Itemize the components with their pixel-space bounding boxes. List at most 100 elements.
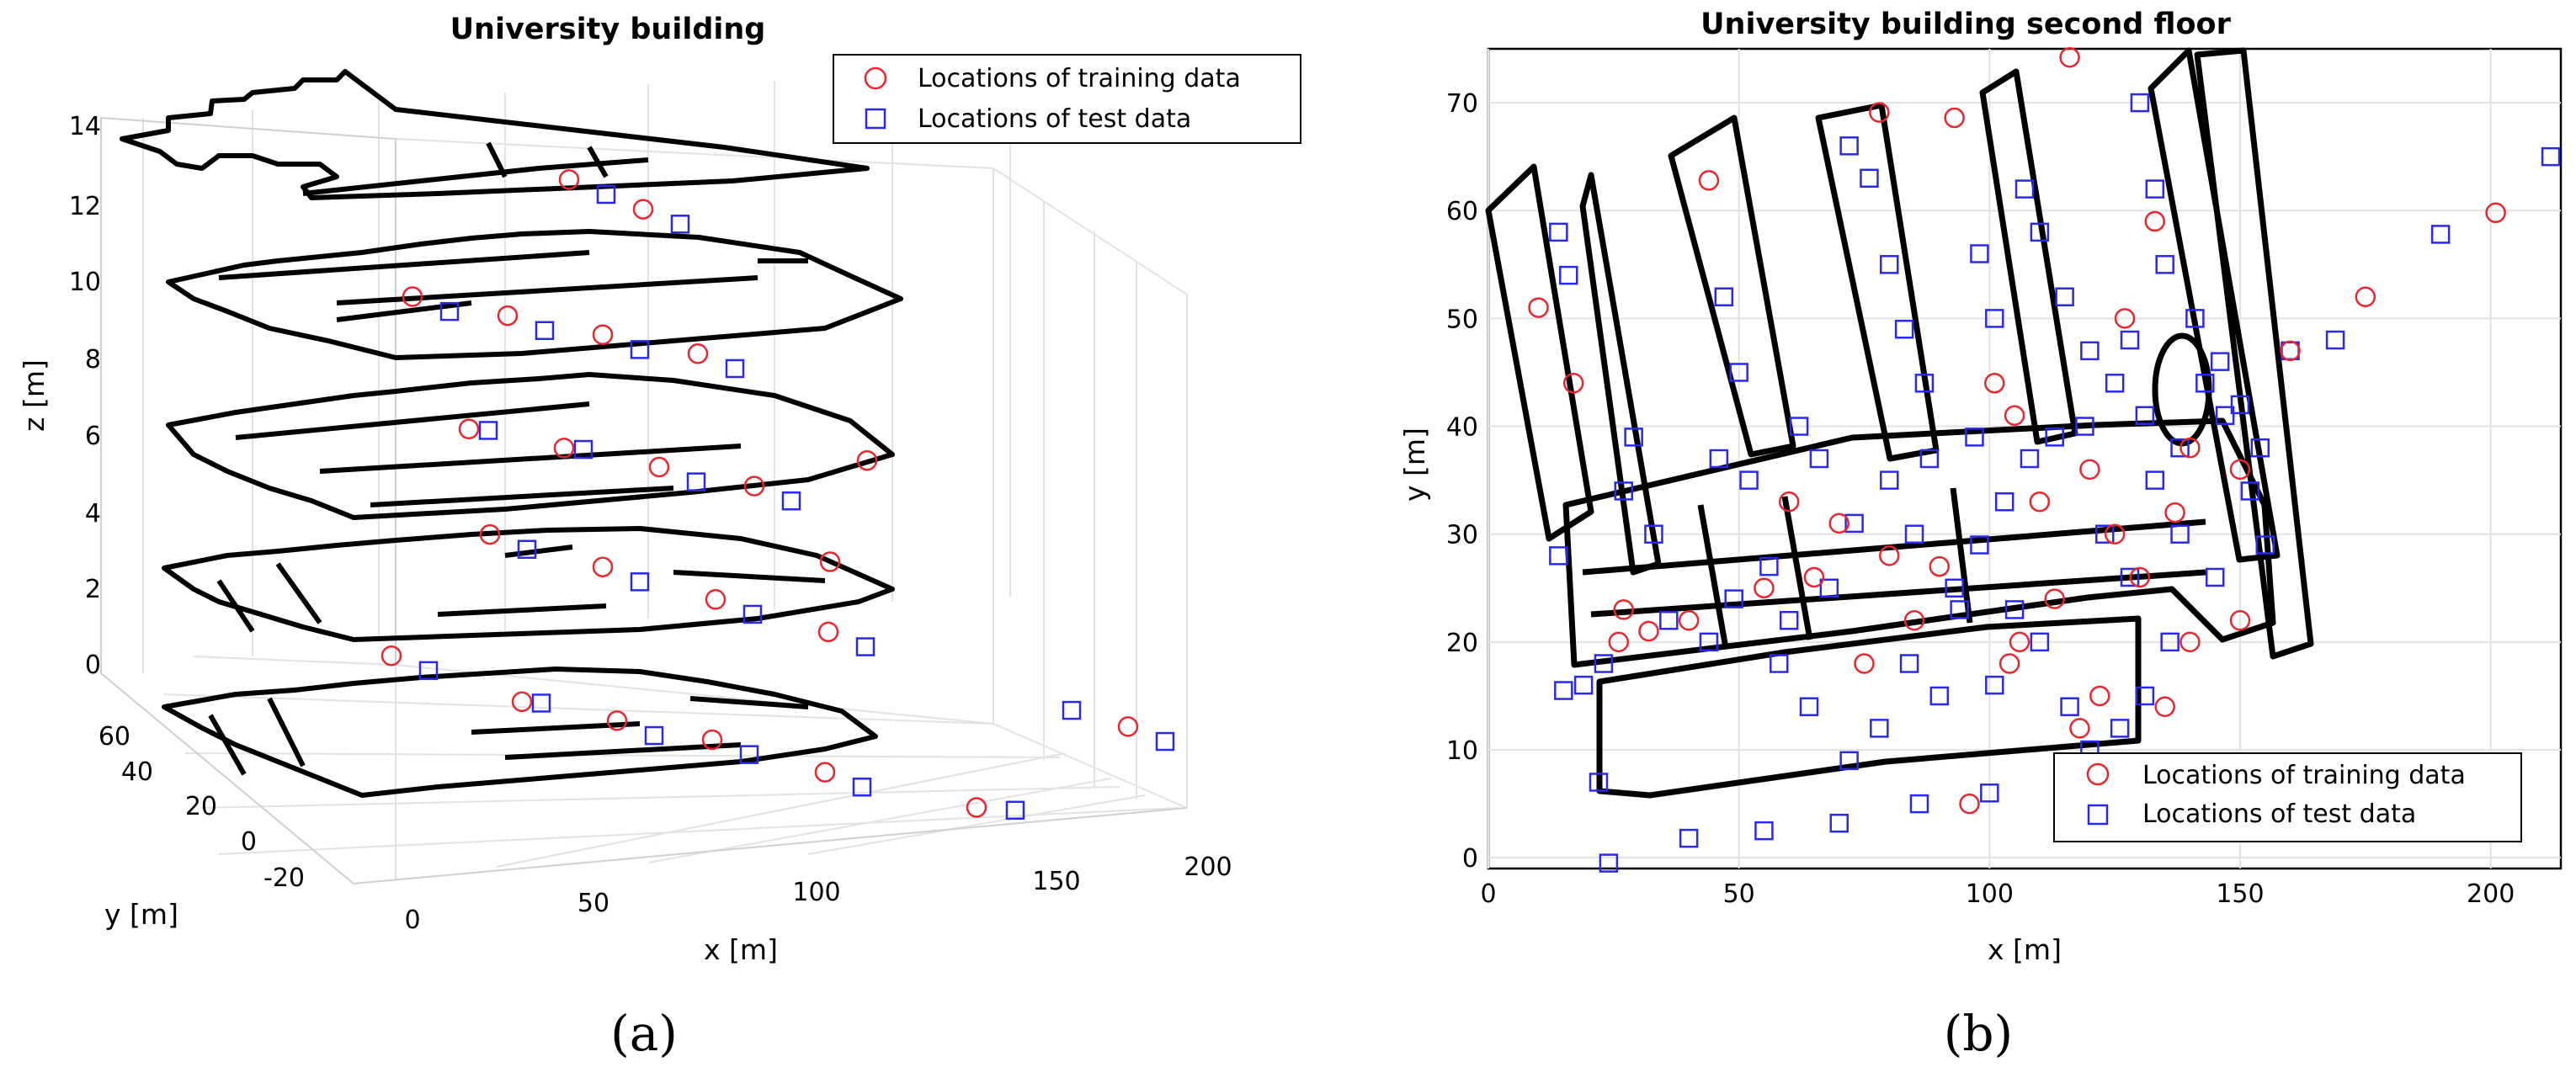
training-data-point xyxy=(1778,491,1800,513)
training-data-point xyxy=(648,456,670,478)
test-data-point xyxy=(1844,513,1864,534)
chart-b-grid xyxy=(1488,49,2561,868)
training-data-point xyxy=(705,589,726,610)
test-data-point xyxy=(1880,470,1899,490)
test-data-point xyxy=(2014,179,2035,199)
x-tick: 0 xyxy=(1480,879,1496,909)
floor-plan-level-7 xyxy=(166,372,895,520)
floor-plans-3d xyxy=(120,69,903,798)
test-data-point xyxy=(1929,686,1950,706)
test-data-point xyxy=(1894,319,1914,339)
test-data-point xyxy=(2325,330,2345,350)
chart-b-points xyxy=(1528,47,2561,873)
z-tick: 2 xyxy=(85,575,101,604)
x-tick: 100 xyxy=(1966,879,2014,909)
test-data-point xyxy=(742,604,763,624)
legend-label-training: Locations of training data xyxy=(2142,761,2466,790)
test-data-point xyxy=(1770,654,1789,673)
test-data-point xyxy=(852,778,872,797)
training-data-point xyxy=(814,762,836,783)
training-data-point xyxy=(2355,286,2376,308)
chart-a-legend: Locations of training data Locations of … xyxy=(833,54,1301,144)
test-data-point xyxy=(2055,287,2074,307)
z-tick: 6 xyxy=(85,422,101,451)
test-data-point xyxy=(1819,578,1839,598)
test-data-point xyxy=(2160,632,2179,652)
y-tick: 60 xyxy=(98,722,130,752)
training-data-point xyxy=(592,324,614,345)
chart-a-x-ticks: 0 50 100 150 200 xyxy=(404,853,1232,935)
x-tick: 50 xyxy=(1723,879,1755,909)
test-data-point xyxy=(517,539,537,559)
training-data-point xyxy=(2280,340,2301,362)
test-data-point xyxy=(2185,309,2205,328)
y-tick: 70 xyxy=(1446,89,1478,119)
test-data-point xyxy=(1880,255,1899,274)
chart-a-points xyxy=(381,169,1175,821)
training-data-point xyxy=(1903,609,1925,631)
x-tick: 50 xyxy=(577,889,609,918)
test-data-point xyxy=(1950,600,1969,619)
test-data-point xyxy=(1909,794,1929,814)
training-data-point xyxy=(2009,631,2030,653)
test-data-point xyxy=(1724,589,1743,608)
test-data-point xyxy=(418,661,439,681)
training-data-point xyxy=(2004,405,2025,426)
training-data-point xyxy=(381,645,402,667)
test-data-point xyxy=(2135,686,2155,706)
z-tick: 14 xyxy=(69,112,101,141)
test-data-point xyxy=(2205,567,2225,587)
test-data-point xyxy=(1965,428,1984,447)
training-data-point xyxy=(1528,297,1549,318)
y-tick: -20 xyxy=(263,863,305,893)
test-data-point xyxy=(1860,168,1879,189)
training-data-point xyxy=(458,418,480,440)
test-data-point xyxy=(535,321,555,340)
training-data-point xyxy=(2179,437,2201,459)
test-data-point xyxy=(1559,265,1578,285)
test-data-point xyxy=(439,301,460,321)
chart-a-z-ticks: 14 12 10 8 6 4 2 0 xyxy=(69,112,101,680)
test-data-point xyxy=(2060,697,2079,717)
test-marker-icon xyxy=(2087,804,2109,826)
test-data-point xyxy=(2210,352,2230,371)
training-data-point xyxy=(558,169,580,190)
training-data-point xyxy=(817,621,839,643)
training-data-point xyxy=(1959,793,1980,815)
test-data-point xyxy=(2255,535,2275,555)
training-data-point xyxy=(1678,609,1700,631)
training-data-point xyxy=(2044,588,2065,609)
training-data-point xyxy=(819,551,841,572)
legend-box xyxy=(2053,752,2522,842)
y-tick: 30 xyxy=(1446,521,1478,550)
test-data-point xyxy=(1714,287,1734,307)
test-data-point xyxy=(1839,751,1859,771)
y-tick: 40 xyxy=(1446,413,1478,443)
legend-label-training: Locations of training data xyxy=(918,64,1241,93)
test-data-point xyxy=(1709,449,1729,469)
training-data-point xyxy=(2164,502,2185,523)
test-data-point xyxy=(1994,492,2014,512)
training-data-point xyxy=(592,556,614,577)
training-data-point xyxy=(1869,102,1890,123)
test-data-point xyxy=(1599,853,1619,873)
training-data-point xyxy=(2104,523,2126,544)
test-data-point xyxy=(2130,93,2150,113)
training-data-point xyxy=(2029,491,2051,513)
test-data-point xyxy=(1659,610,1679,630)
training-data-point xyxy=(966,797,987,818)
test-data-point xyxy=(670,215,690,234)
test-data-point xyxy=(2030,632,2050,652)
test-data-point xyxy=(644,725,664,746)
chart-a-zlabel: z [m] xyxy=(18,359,51,432)
test-data-point xyxy=(2045,428,2064,447)
test-data-point xyxy=(1829,813,1849,833)
training-data-point xyxy=(2179,631,2201,653)
test-data-point xyxy=(2250,438,2270,458)
y-tick: 60 xyxy=(1446,197,1478,226)
chart-b-ticks: 0 50 100 150 200 0 10 20 30 40 50 60 70 xyxy=(1446,89,2515,909)
test-data-point xyxy=(781,491,801,511)
test-data-point xyxy=(1899,654,1919,673)
y-tick: 40 xyxy=(121,757,153,787)
